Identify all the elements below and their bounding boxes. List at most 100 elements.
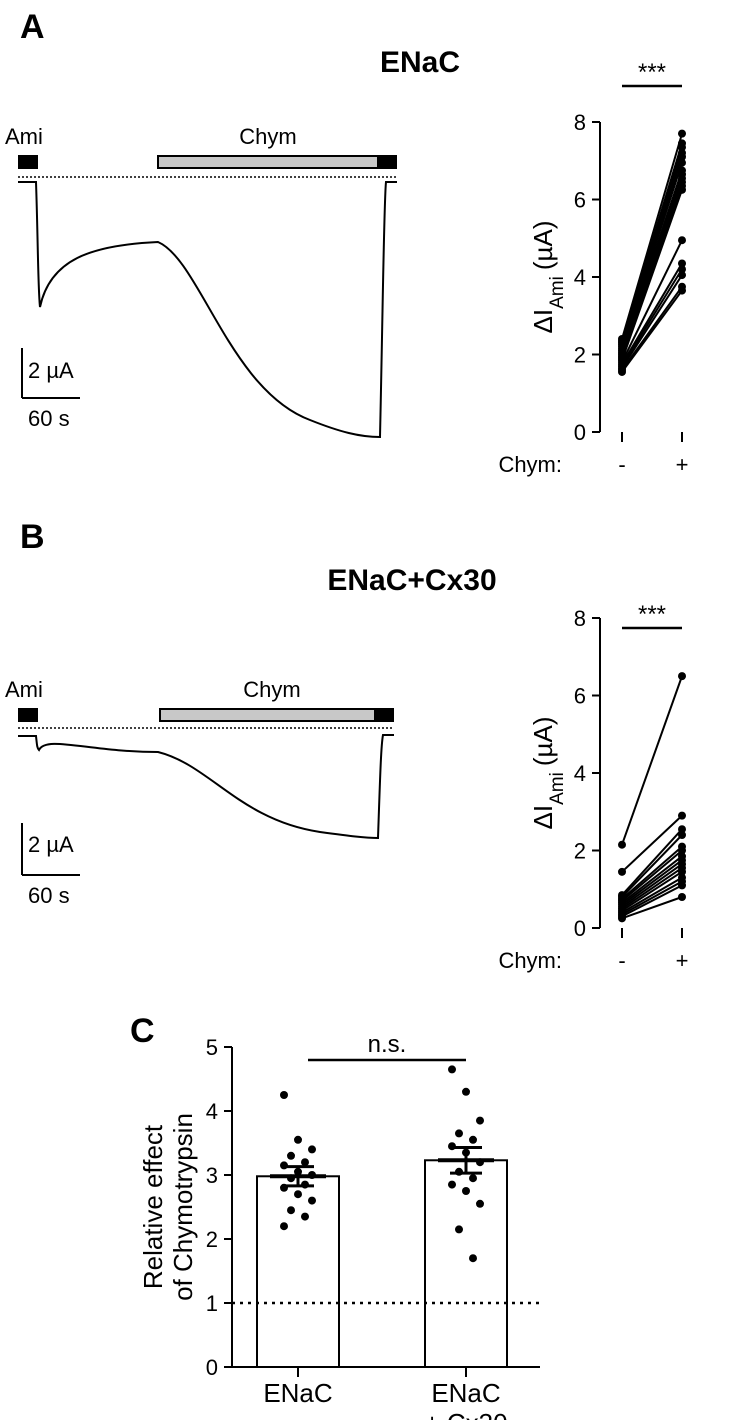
point-g1-10: [448, 1180, 456, 1189]
point-g0-1: [294, 1135, 302, 1144]
pair-line-14: [621, 675, 683, 846]
point-plus-10: [678, 842, 686, 851]
y-tick-label-4: 8: [574, 606, 586, 631]
y-tick-label-5: 5: [206, 1035, 218, 1060]
point-g1-9: [469, 1174, 477, 1183]
bar-chart-c: 0 1 2 3 4 5 n.s. Relative effect of Chymotryp…: [138, 1031, 540, 1420]
chart-b-y-ticks: 0 2 4 6 8: [574, 606, 683, 941]
trace-b-ami-label: Ami: [5, 677, 43, 702]
trace-a-current: [18, 181, 397, 439]
paired-chart-a: 0 2 4 6 8 *** ΔIAmi (µA) Chym: - +: [498, 59, 688, 477]
trace-a-ami-bar-1: [18, 155, 38, 169]
point-g1-1: [462, 1087, 470, 1096]
pair-line-4: [621, 262, 683, 365]
point-minus-13: [618, 867, 626, 876]
pair-line-12: [621, 828, 683, 896]
point-g0-3: [287, 1151, 295, 1160]
trace-b-scale-time: 60 s: [28, 883, 70, 908]
trace-a-ami-bar-2: [377, 155, 397, 169]
pair-line-5: [621, 239, 683, 363]
chart-a-significance: ***: [638, 59, 666, 86]
chart-b-group-label: Chym:: [498, 948, 562, 973]
point-plus-12: [678, 158, 686, 167]
y-tick-label-1: 1: [206, 1291, 218, 1316]
chart-b-y-label-main: ΔI: [528, 805, 558, 830]
point-g1-14: [469, 1254, 477, 1263]
point-plus-3: [678, 873, 686, 882]
chart-a-pair-lines: [621, 133, 683, 373]
point-plus-8: [678, 852, 686, 861]
point-plus-4: [678, 259, 686, 268]
point-plus-1: [678, 282, 686, 291]
y-tick-label-4: 4: [206, 1099, 218, 1124]
trace-b-current: [18, 734, 394, 840]
trace-b-chym-bar: [159, 708, 376, 722]
pair-line-2: [621, 274, 683, 369]
trace-a-chym-bar: [157, 155, 379, 169]
trace-b-title: ENaC+Cx30: [327, 564, 496, 597]
y-tick-label-3: 6: [574, 684, 586, 709]
point-plus-11: [678, 831, 686, 839]
point-g0-11: [294, 1190, 302, 1199]
y-tick-label-1: 2: [574, 343, 586, 368]
point-g1-4: [469, 1135, 477, 1144]
chart-a-y-label-unit: (µA): [528, 221, 558, 271]
trace-a-ami-label: Ami: [5, 124, 43, 149]
point-g1-0: [448, 1065, 456, 1074]
trace-a-chym-label: Chym: [239, 124, 296, 149]
trace-b-chym-label: Chym: [243, 677, 300, 702]
point-g0-0: [280, 1091, 288, 1099]
y-tick-label-2: 2: [206, 1227, 218, 1252]
chart-c-category-enac: ENaC: [263, 1378, 332, 1408]
chart-b-y-label-sub: Ami: [547, 772, 568, 805]
point-g1-12: [476, 1199, 484, 1208]
y-tick-label-3: 3: [206, 1163, 218, 1188]
chart-a-y-label-sub: Ami: [547, 276, 568, 309]
chart-c-y-ticks: 0 1 2 3 4 5: [206, 1035, 467, 1380]
point-g1-11: [462, 1187, 470, 1195]
y-tick-label-0: 0: [574, 420, 586, 445]
chart-b-points: [618, 672, 686, 923]
pair-line-3: [621, 876, 683, 914]
pair-line-0: [621, 289, 683, 373]
panel-label-b: B: [20, 518, 45, 556]
y-tick-label-1: 2: [574, 839, 586, 864]
pair-line-4: [621, 870, 683, 912]
point-g0-4: [301, 1158, 309, 1167]
trace-b: ENaC+Cx30 Ami Chym 2 µA 60 s: [5, 564, 497, 908]
pair-line-13: [621, 814, 683, 873]
pair-line-9: [621, 849, 683, 902]
trace-a-title: ENaC: [380, 46, 460, 79]
pair-line-0: [621, 896, 683, 920]
chart-b-significance: ***: [638, 601, 666, 628]
point-plus-12: [678, 825, 686, 834]
chart-a-group-label: Chym:: [498, 452, 562, 477]
trace-a-scale-time: 60 s: [28, 406, 70, 431]
chart-a-y-label: ΔIAmi (µA): [528, 221, 568, 334]
chart-b-y-label: ΔIAmi (µA): [528, 717, 568, 830]
pair-line-6: [621, 863, 683, 908]
pair-line-11: [621, 834, 683, 898]
point-minus-12: [618, 891, 626, 900]
pair-line-17: [621, 133, 683, 340]
chart-a-y-ticks: 0 2 4 6 8: [574, 110, 683, 445]
point-plus-13: [678, 811, 686, 820]
point-g0-12: [308, 1196, 316, 1205]
y-tick-label-4: 8: [574, 110, 586, 135]
point-plus-11: [678, 166, 686, 175]
chart-a-category-plus: +: [676, 452, 689, 477]
point-plus-16: [678, 139, 686, 148]
pair-line-3: [621, 268, 683, 367]
point-g1-3: [455, 1129, 463, 1138]
chart-c-category-enac-cx30-line1: ENaC: [431, 1378, 500, 1408]
pair-line-1: [621, 286, 683, 371]
point-g0-13: [287, 1206, 295, 1215]
pair-line-5: [621, 867, 683, 910]
chart-c-category-enac-cx30-line2: + Cx30: [424, 1408, 507, 1420]
trace-b-ami-bar-2: [374, 708, 394, 722]
point-plus-3: [678, 265, 686, 274]
point-plus-2: [678, 271, 686, 280]
point-g0-2: [308, 1145, 316, 1154]
point-plus-17: [678, 129, 686, 138]
chart-a-points: [618, 129, 686, 376]
